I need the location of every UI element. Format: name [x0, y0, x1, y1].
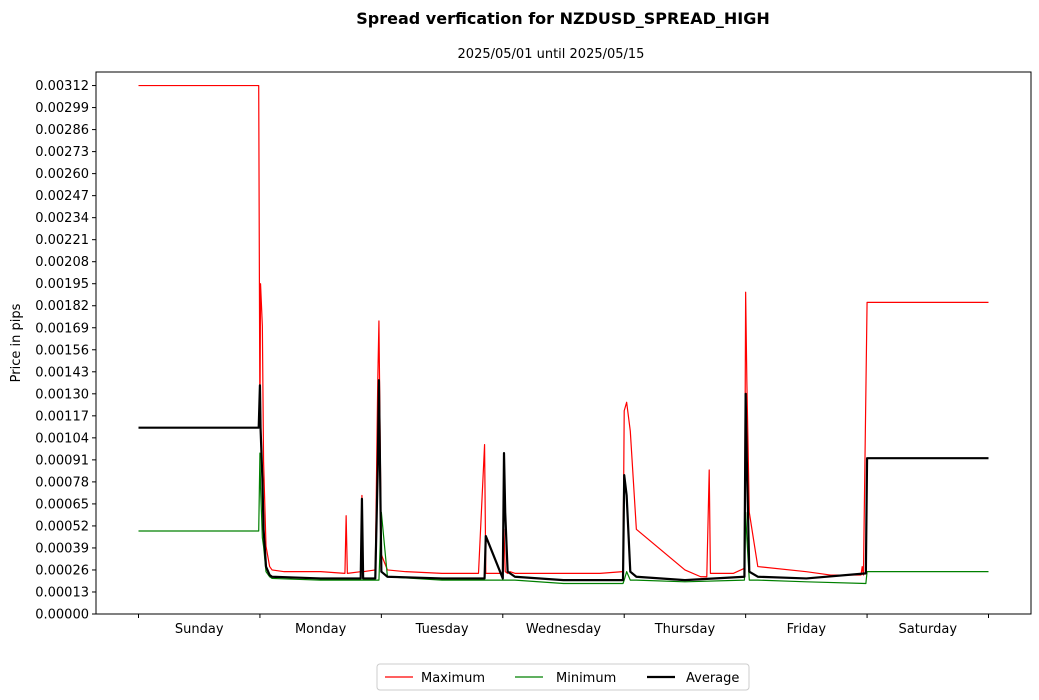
- y-tick-label: 0.00182: [35, 299, 89, 314]
- y-tick-label: 0.00026: [35, 563, 89, 578]
- y-tick-label: 0.00234: [35, 211, 89, 226]
- y-tick-label: 0.00299: [35, 101, 89, 116]
- y-tick-label: 0.00260: [35, 167, 89, 182]
- series-line-maximum: [138, 84, 989, 578]
- chart-subtitle: 2025/05/01 until 2025/05/15: [458, 47, 645, 62]
- y-tick-label: 0.00117: [35, 409, 89, 424]
- legend: Maximum Minimum Average: [376, 663, 750, 691]
- x-tick-label-friday: Friday: [787, 622, 827, 637]
- series-line-average: [138, 379, 989, 582]
- chart-title: Spread verfication for NZDUSD_SPREAD_HIG…: [356, 9, 769, 28]
- y-axis-label: Price in pips: [9, 303, 24, 382]
- x-tick-label-wednesday: Wednesday: [526, 622, 602, 637]
- x-tick-label-saturday: Saturday: [898, 622, 957, 637]
- legend-box: [376, 663, 750, 691]
- y-tick-label: 0.00312: [35, 79, 89, 94]
- y-tick-label: 0.00156: [35, 343, 89, 358]
- y-tick-label: 0.00208: [35, 255, 89, 270]
- y-tick-label: 0.00143: [35, 365, 89, 380]
- y-tick-label: 0.00195: [35, 277, 89, 292]
- legend-label-minimum: Minimum: [556, 671, 616, 686]
- y-tick-label: 0.00065: [35, 497, 89, 512]
- y-axis: 0.00000 0.00013 0.00026 0.00039 0.00052 0.000…: [35, 79, 96, 623]
- y-tick-label: 0.00273: [35, 145, 89, 160]
- y-tick-label: 0.00052: [35, 519, 89, 534]
- x-tick-label-monday: Monday: [295, 622, 347, 637]
- y-tick-label: 0.00169: [35, 321, 89, 336]
- y-tick-label: 0.00000: [35, 608, 89, 623]
- y-tick-label: 0.00221: [35, 233, 89, 248]
- x-tick-label-thursday: Thursday: [654, 622, 716, 637]
- y-tick-label: 0.00039: [35, 541, 89, 556]
- y-tick-label: 0.00078: [35, 475, 89, 490]
- x-tick-label-sunday: Sunday: [175, 622, 224, 637]
- plot-frame: [95, 71, 1032, 615]
- y-tick-label: 0.00013: [35, 585, 89, 600]
- plot-area: [95, 71, 1032, 615]
- x-tick-label-tuesday: Tuesday: [415, 622, 469, 637]
- y-tick-label: 0.00130: [35, 387, 89, 402]
- y-tick-label: 0.00247: [35, 189, 89, 204]
- x-axis: Sunday Monday Tuesday Wednesday Thursday Frid…: [138, 614, 989, 637]
- y-tick-label: 0.00091: [35, 453, 89, 468]
- y-tick-label: 0.00104: [35, 431, 89, 446]
- legend-label-maximum: Maximum: [421, 671, 485, 686]
- y-tick-label: 0.00286: [35, 123, 89, 138]
- legend-label-average: Average: [686, 671, 739, 686]
